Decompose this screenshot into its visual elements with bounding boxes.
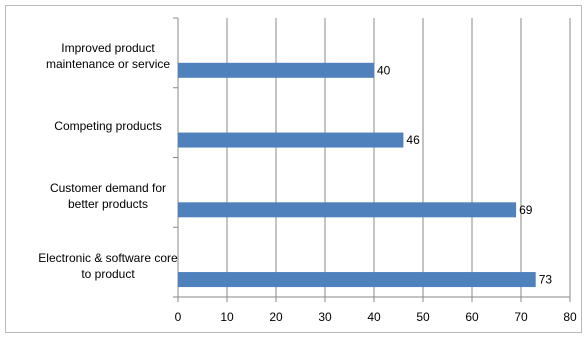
data-label: 69 (519, 203, 533, 217)
x-tick-label: 0 (175, 310, 182, 324)
x-tick-label: 30 (318, 310, 332, 324)
x-tick-label: 80 (563, 310, 577, 324)
bar (178, 132, 404, 148)
chart-border (5, 5, 582, 333)
bar (178, 202, 517, 218)
bar (178, 62, 374, 78)
bar (178, 272, 536, 288)
y-tick-label: Electronic & software core to product (38, 250, 178, 281)
x-tick-label: 40 (367, 310, 381, 324)
data-label: 40 (377, 63, 391, 77)
y-tick-label: Customer demand for better products (49, 180, 167, 211)
x-tick-label: 50 (416, 310, 430, 324)
x-tick-label: 10 (220, 310, 234, 324)
x-tick-label: 60 (465, 310, 479, 324)
y-tick-label: Improved product maintenance or service (45, 41, 171, 72)
data-label: 46 (406, 133, 420, 147)
y-tick-label: Competing products (54, 119, 162, 134)
x-tick-label: 70 (514, 310, 528, 324)
x-tick-label: 20 (269, 310, 283, 324)
data-label: 73 (539, 273, 553, 287)
